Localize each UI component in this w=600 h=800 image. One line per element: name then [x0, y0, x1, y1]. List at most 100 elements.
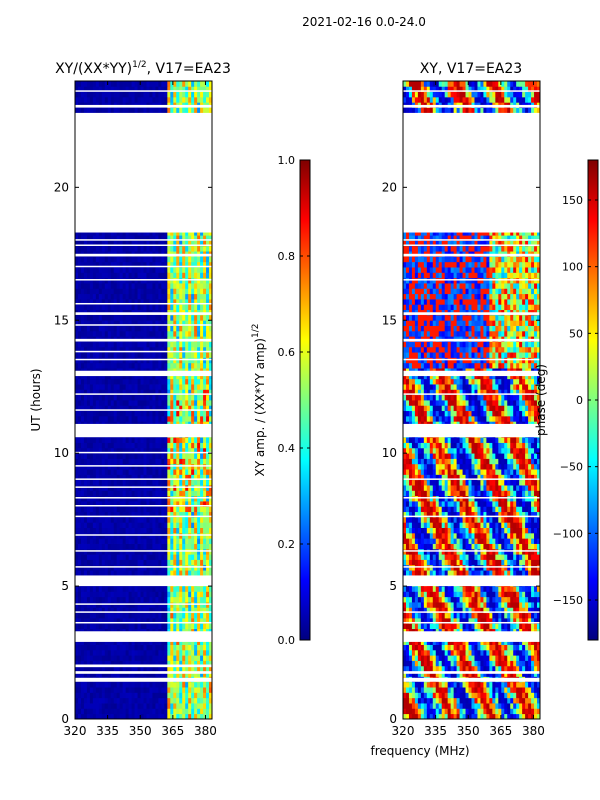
heatmap-cell — [170, 623, 174, 630]
heatmap-cell — [197, 506, 201, 513]
heatmap-cell — [104, 548, 109, 555]
heatmap-cell — [197, 692, 201, 699]
heatmap-cell — [149, 602, 153, 608]
heatmap-cell — [122, 554, 127, 560]
heatmap-cell — [116, 506, 121, 513]
heatmap-cell — [182, 229, 186, 236]
heatmap-cell — [149, 692, 153, 699]
heatmap-cell — [149, 463, 153, 470]
heatmap-cell — [116, 283, 121, 289]
heatmap-cell — [161, 229, 165, 236]
heatmap-cell — [158, 602, 162, 608]
heatmap-cell — [167, 671, 171, 677]
heatmap-cell — [200, 458, 204, 465]
heatmap-cell — [164, 554, 168, 560]
heatmap-cell — [128, 469, 132, 475]
heatmap-cell — [194, 687, 198, 693]
heatmap-cell — [191, 591, 195, 598]
heatmap-cell — [164, 703, 168, 709]
heatmap-cell — [167, 644, 171, 651]
heatmap-cell — [209, 554, 213, 560]
heatmap-cell — [134, 681, 138, 688]
heatmap-cell — [122, 495, 127, 502]
heatmap-cell — [164, 665, 168, 672]
heatmap-cell — [200, 389, 204, 396]
heatmap-cell — [110, 245, 115, 252]
heatmap-cell — [113, 692, 118, 699]
heatmap-cell — [80, 511, 85, 518]
heatmap-cell — [137, 352, 141, 358]
heatmap-cell — [83, 687, 88, 693]
heatmap-cell — [155, 687, 159, 693]
heatmap-cell — [119, 394, 124, 401]
heatmap-cell — [143, 660, 147, 667]
heatmap-cell — [137, 277, 141, 284]
heatmap-cell — [125, 293, 130, 300]
heatmap-cell — [203, 559, 207, 566]
heatmap-cell — [110, 346, 115, 353]
heatmap-cell — [83, 293, 88, 300]
heatmap-cell — [146, 532, 150, 539]
heatmap-cell — [125, 532, 130, 539]
heatmap-cell — [173, 538, 177, 544]
heatmap-cell — [89, 229, 94, 236]
heatmap-cell — [200, 442, 204, 449]
heatmap-cell — [75, 357, 79, 364]
heatmap-cell — [89, 453, 94, 459]
heatmap-cell — [104, 304, 109, 311]
heatmap-cell — [170, 267, 174, 273]
heatmap-cell — [164, 442, 168, 449]
heatmap-cell — [209, 655, 213, 661]
heatmap-cell — [107, 623, 112, 630]
heatmap-cell — [209, 602, 213, 608]
heatmap-cell — [170, 447, 174, 454]
heatmap-cell — [182, 532, 186, 539]
heatmap-cell — [83, 602, 88, 608]
heatmap-cell — [134, 373, 138, 380]
heatmap-cell — [173, 607, 177, 614]
heatmap-cell — [203, 703, 207, 709]
heatmap-cell — [209, 378, 213, 385]
heatmap-cell — [197, 378, 201, 385]
heatmap-cell — [185, 405, 189, 412]
heatmap-cell — [182, 256, 186, 263]
heatmap-cell — [161, 272, 165, 279]
heatmap-cell — [134, 639, 138, 645]
heatmap-cell — [182, 378, 186, 385]
heatmap-cell — [194, 288, 198, 295]
heatmap-cell — [200, 713, 204, 720]
heatmap-cell — [206, 325, 210, 332]
heatmap-cell — [77, 516, 82, 523]
heatmap-cell — [122, 596, 127, 603]
heatmap-cell — [149, 400, 153, 406]
heatmap-cell — [146, 442, 150, 449]
heatmap-cell — [206, 532, 210, 539]
heatmap-cell — [137, 639, 141, 645]
heatmap-cell — [158, 384, 162, 390]
heatmap-cell — [197, 458, 201, 465]
heatmap-cell — [164, 346, 168, 353]
heatmap-cell — [77, 405, 82, 412]
heatmap-cell — [137, 617, 141, 624]
heatmap-cell — [206, 400, 210, 406]
heatmap-cell — [176, 538, 180, 544]
heatmap-cell — [188, 665, 192, 672]
heatmap-cell — [113, 623, 118, 630]
heatmap-cell — [155, 240, 159, 247]
heatmap-cell — [134, 543, 138, 550]
heatmap-cell — [173, 703, 177, 709]
heatmap-cell — [128, 532, 132, 539]
heatmap-cell — [152, 516, 156, 523]
heatmap-cell — [92, 511, 97, 518]
heatmap-cell — [86, 623, 91, 630]
heatmap-cell — [113, 346, 118, 353]
heatmap-cell — [110, 378, 115, 385]
heatmap-cell — [143, 527, 147, 534]
heatmap-cell — [197, 245, 201, 252]
heatmap-cell — [110, 341, 115, 348]
heatmap-cell — [143, 516, 147, 523]
heatmap-cell — [80, 671, 85, 677]
heatmap-cell — [113, 697, 118, 704]
heatmap-cell — [137, 623, 141, 630]
heatmap-cell — [125, 346, 130, 353]
